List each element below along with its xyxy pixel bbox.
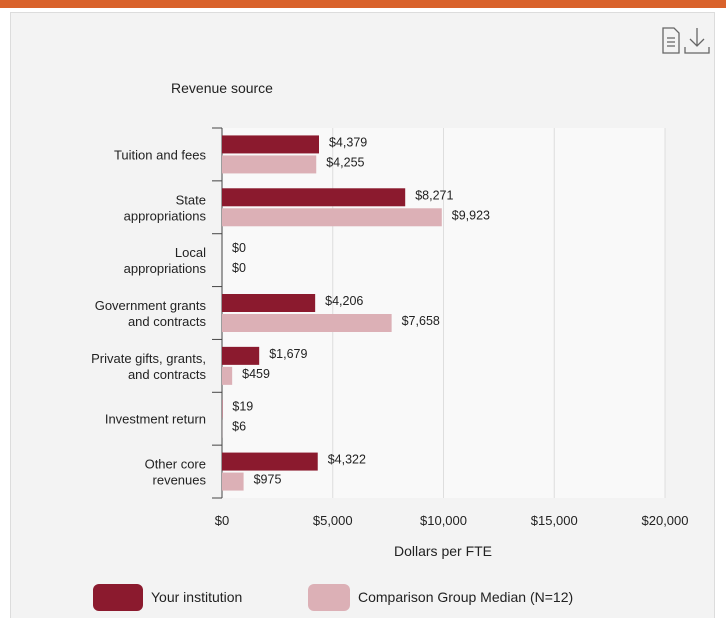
y-tick-label: Investment return (105, 412, 206, 427)
value-label: $4,206 (325, 294, 363, 308)
value-label: $8,271 (415, 188, 453, 202)
x-tick-label: $15,000 (531, 513, 578, 528)
value-label: $0 (232, 261, 246, 275)
bar (222, 452, 318, 471)
bar (222, 135, 319, 154)
chart-title: Revenue source (171, 80, 273, 96)
y-tick-label: Private gifts, grants, and contracts (91, 351, 206, 382)
bar (222, 346, 260, 365)
y-tick-label: Tuition and fees (114, 147, 207, 162)
legend-label: Your institution (151, 589, 242, 605)
download-icon[interactable] (684, 28, 710, 54)
legend-swatch (93, 584, 143, 611)
y-tick-label: Other core revenues (145, 457, 207, 488)
bar (222, 294, 316, 312)
x-tick-label: $5,000 (313, 513, 353, 528)
bar (222, 208, 442, 227)
value-label: $4,379 (329, 135, 367, 149)
bar (222, 188, 406, 207)
value-label: $6 (232, 420, 246, 434)
y-tick-label: Government grants and contracts (95, 298, 207, 329)
value-label: $19 (232, 400, 253, 414)
y-tick-label-line: Local (175, 245, 206, 260)
bar (222, 155, 317, 174)
x-tick-label: $10,000 (420, 513, 467, 528)
y-tick-label-line: appropriations (124, 208, 207, 223)
y-tick-label: State appropriations (124, 192, 207, 223)
y-tick-label-line: Government grants (95, 298, 207, 313)
value-label: $4,322 (328, 453, 366, 467)
legend-label: Comparison Group Median (N=12) (358, 589, 573, 605)
bar (222, 472, 244, 491)
value-label: $7,658 (402, 314, 440, 328)
table-icon[interactable] (662, 27, 680, 54)
y-tick-label-line: State (176, 192, 206, 207)
value-label: $459 (242, 367, 270, 381)
y-tick-label-line: appropriations (124, 261, 207, 276)
value-label: $9,923 (452, 208, 490, 222)
bar (222, 366, 233, 385)
x-tick-label: $20,000 (642, 513, 689, 528)
y-tick-label-line: and contracts (128, 314, 207, 329)
y-tick-label-line: Tuition and fees (114, 147, 207, 162)
top-bar (0, 0, 726, 8)
x-axis-label: Dollars per FTE (394, 543, 492, 559)
y-tick-label-line: Investment return (105, 412, 206, 427)
value-label: $0 (232, 241, 246, 255)
x-tick-label: $0 (215, 513, 229, 528)
value-label: $1,679 (269, 347, 307, 361)
y-tick-label-line: Other core (145, 457, 206, 472)
y-tick-label-line: and contracts (128, 367, 207, 382)
y-tick-label-line: Private gifts, grants, (91, 351, 206, 366)
value-label: $4,255 (326, 155, 364, 169)
legend-swatch (308, 584, 350, 611)
y-tick-label-line: revenues (153, 473, 207, 488)
y-tick-label: Local appropriations (124, 245, 207, 276)
value-label: $975 (254, 473, 282, 487)
bar (222, 314, 392, 332)
